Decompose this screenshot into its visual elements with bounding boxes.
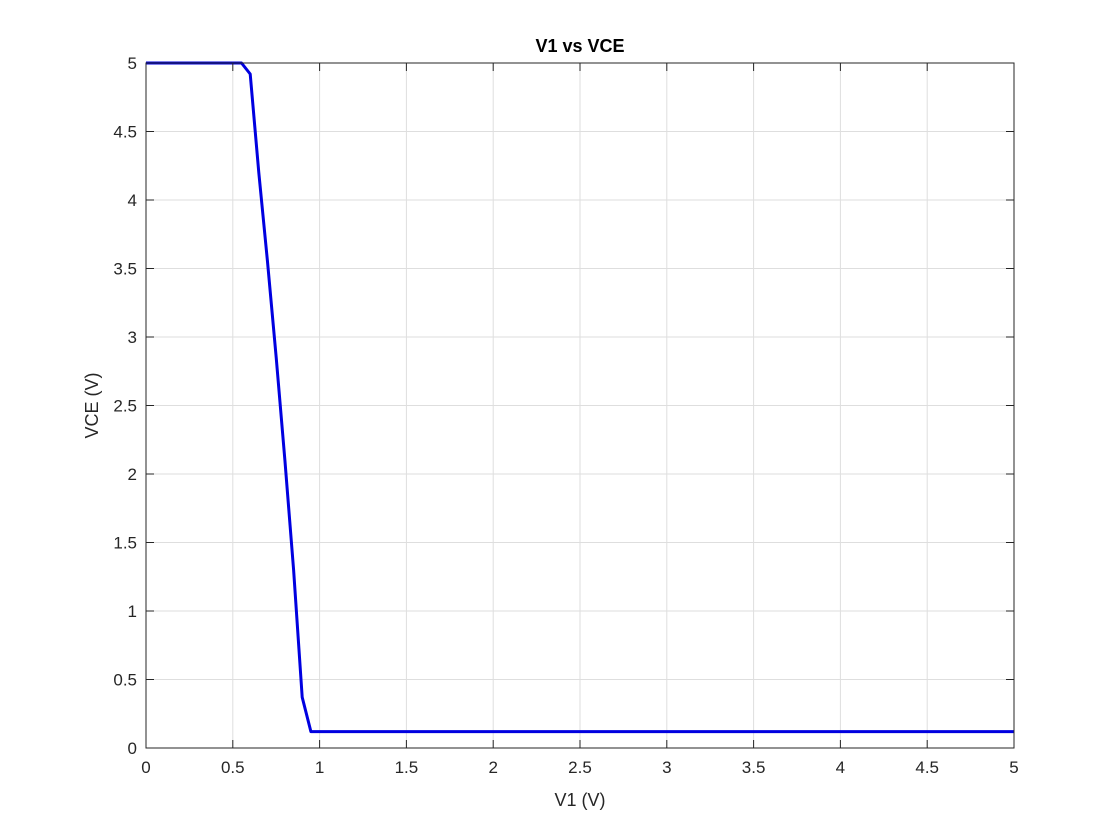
y-tick-label: 1	[128, 602, 137, 621]
x-tick-label: 5	[1009, 758, 1018, 777]
y-tick-label: 2	[128, 465, 137, 484]
chart-title: V1 vs VCE	[535, 36, 624, 56]
x-tick-label: 3	[662, 758, 671, 777]
y-tick-label: 5	[128, 54, 137, 73]
series-layer	[146, 61, 1014, 734]
x-tick-label: 4.5	[915, 758, 939, 777]
y-tick-label: 3.5	[113, 260, 137, 279]
x-tick-label: 1.5	[395, 758, 419, 777]
x-tick-labels: 0 0.5 1 1.5 2 2.5 3 3.5 4 4.5 5	[141, 758, 1018, 777]
grid-lines	[145, 62, 1015, 749]
y-axis-label: VCE (V)	[82, 372, 102, 438]
y-tick-label: 3	[128, 328, 137, 347]
x-tick-label: 0.5	[221, 758, 245, 777]
y-tick-label: 0	[128, 739, 137, 758]
x-tick-label: 2.5	[568, 758, 592, 777]
y-tick-label: 4	[128, 191, 137, 210]
x-axis-label: V1 (V)	[554, 790, 605, 810]
tick-marks	[145, 62, 1015, 749]
x-tick-label: 0	[141, 758, 150, 777]
x-tick-label: 4	[836, 758, 845, 777]
x-tick-label: 3.5	[742, 758, 766, 777]
x-tick-label: 2	[488, 758, 497, 777]
y-tick-label: 0.5	[113, 671, 137, 690]
x-tick-label: 1	[315, 758, 324, 777]
y-tick-labels: 0 0.5 1 1.5 2 2.5 3 3.5 4 4.5 5	[113, 54, 137, 758]
y-tick-label: 1.5	[113, 534, 137, 553]
y-tick-label: 2.5	[113, 397, 137, 416]
y-tick-label: 4.5	[113, 123, 137, 142]
series-line	[146, 61, 1014, 734]
